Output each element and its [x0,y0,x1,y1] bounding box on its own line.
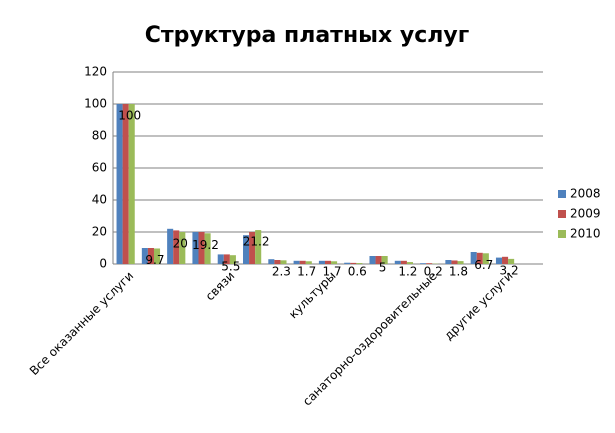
legend-swatch [558,210,566,218]
data-label: 21.2 [243,235,270,249]
data-label: 5 [379,261,387,275]
bar [280,260,286,264]
data-label: 3.2 [500,263,519,277]
x-tick-label: связи [203,269,238,304]
legend-label: 2008 [570,187,601,201]
legend-swatch [558,190,566,198]
legend-label: 2009 [570,207,601,221]
data-label: 6.7 [474,258,493,272]
data-label: 0.2 [424,265,443,279]
data-label: 9.7 [145,253,164,267]
y-tick-label: 100 [84,97,107,111]
y-tick-label: 120 [84,65,107,79]
y-tick-label: 20 [92,225,107,239]
x-tick-label: Все оказанные услуги [27,269,136,378]
data-label: 1.8 [449,265,468,279]
bar [123,104,129,264]
data-label: 19.2 [192,238,219,252]
chart-title: Структура платных услуг [145,23,469,48]
data-label: 1.7 [297,265,316,279]
data-label: 20 [173,237,188,251]
bar [129,104,135,264]
data-label: 100 [118,109,141,123]
y-tick-label: 60 [92,161,107,175]
x-tick-label: другие услуги [441,269,515,343]
bar [274,260,280,264]
data-label: 1.2 [398,265,417,279]
bar [445,260,451,264]
legend-label: 2010 [570,227,601,241]
y-tick-label: 80 [92,129,107,143]
data-label: 0.6 [348,265,367,279]
y-tick-label: 0 [99,257,107,271]
bar [268,259,274,264]
bar [117,104,123,264]
legend-swatch [558,230,566,238]
bar [451,260,457,264]
bar [369,256,375,264]
data-label: 1.7 [322,265,341,279]
y-tick-label: 40 [92,193,107,207]
data-label: 5.5 [221,260,240,274]
data-label: 2.3 [272,265,291,279]
